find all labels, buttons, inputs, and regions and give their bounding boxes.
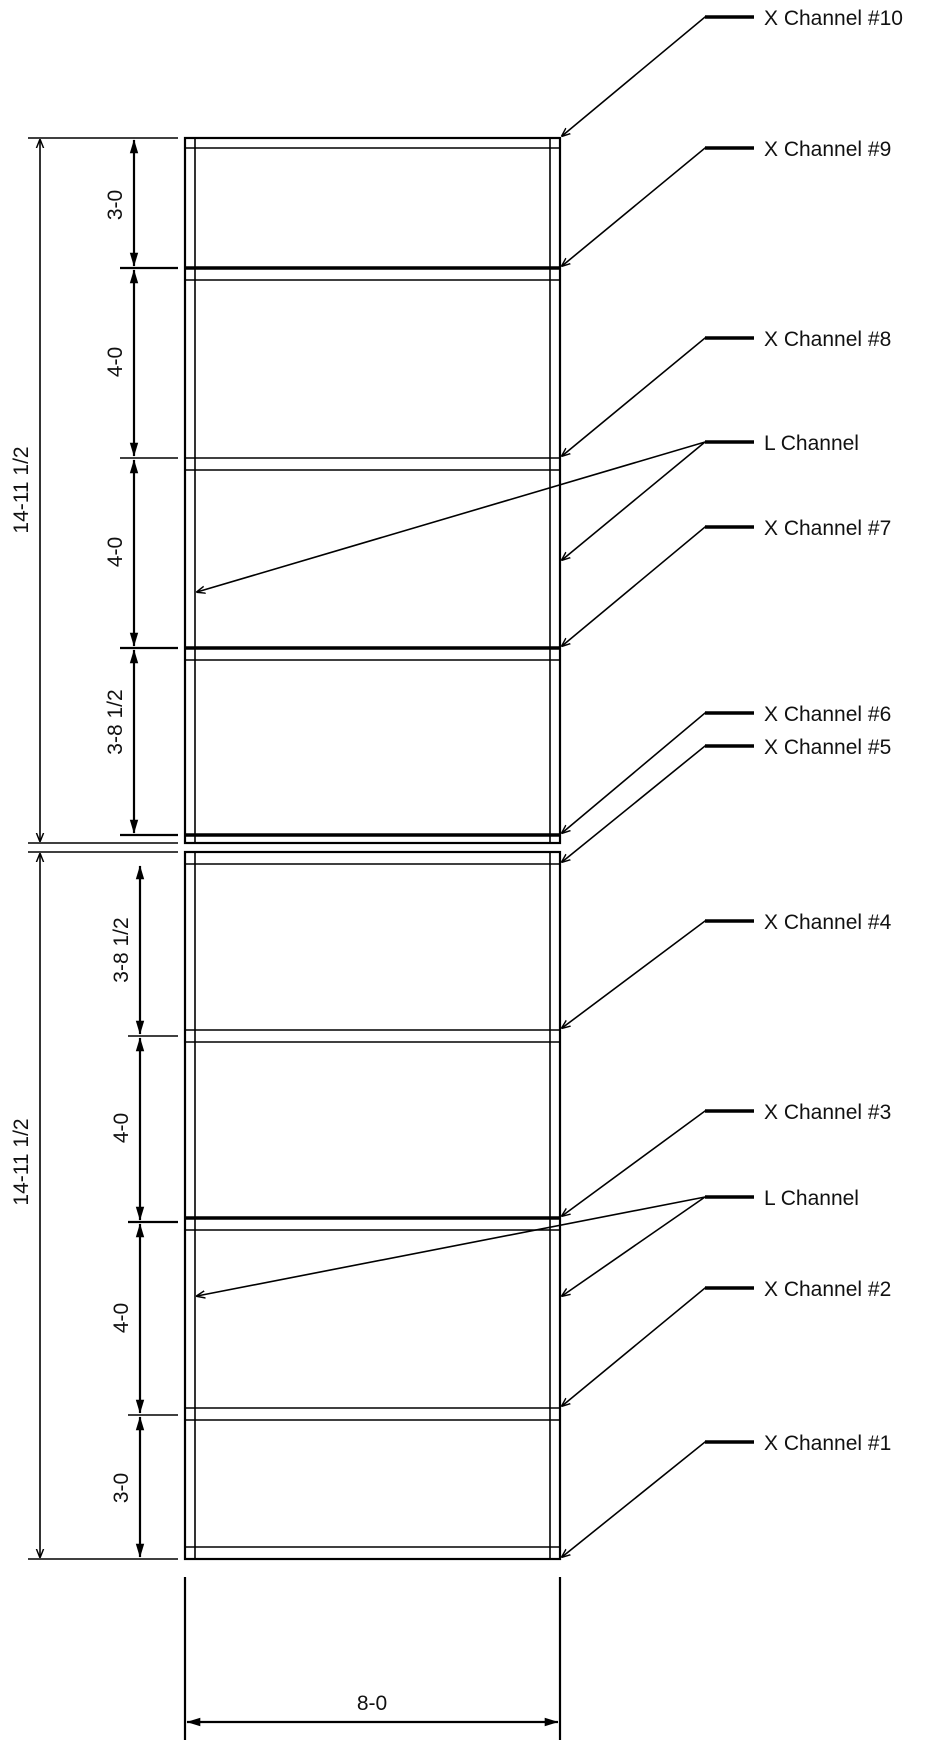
lower-panel-outline <box>183 850 562 1561</box>
callout-x-channel-8: X Channel #8 <box>764 328 891 351</box>
width-dimension <box>183 1577 562 1740</box>
leader-x6 <box>562 712 754 833</box>
callout-x-channel-4: X Channel #4 <box>764 911 892 934</box>
leader-l-upper-2 <box>562 441 706 560</box>
leader-l-lower-2 <box>562 1196 706 1296</box>
callout-x-channel-9: X Channel #9 <box>764 138 891 161</box>
callout-l-channel-lower: L Channel <box>764 1187 859 1210</box>
upper-panel <box>183 136 562 845</box>
leader-x10 <box>562 16 754 136</box>
upper-seg-2-label: 4-0 <box>104 347 127 377</box>
leader-l-upper-1 <box>197 441 754 592</box>
lower-panel <box>183 850 562 1561</box>
lower-seg-1-label: 3-8 1/2 <box>110 917 133 982</box>
overall-dimension-lines <box>28 137 178 1560</box>
lower-overall-dim-label: 14-11 1/2 <box>10 1118 33 1205</box>
leader-x7 <box>562 526 754 646</box>
segment-dimension-lines <box>120 139 178 1558</box>
leader-x5 <box>562 745 754 862</box>
callout-l-channel-upper: L Channel <box>764 432 859 455</box>
leader-x2 <box>562 1287 754 1406</box>
leader-x1 <box>562 1441 754 1557</box>
upper-panel-outline <box>183 136 562 845</box>
callout-x-channel-1: X Channel #1 <box>764 1432 891 1455</box>
callout-x-channel-7: X Channel #7 <box>764 517 891 540</box>
lower-seg-4-label: 3-0 <box>110 1473 133 1503</box>
upper-seg-4-label: 3-8 1/2 <box>104 689 127 754</box>
leader-x4 <box>562 920 754 1028</box>
leader-l-lower-1 <box>197 1196 754 1296</box>
leader-x3 <box>562 1110 754 1216</box>
lower-seg-3-label: 4-0 <box>110 1303 133 1333</box>
callout-x-channel-5: X Channel #5 <box>764 736 891 759</box>
leader-x9 <box>562 147 754 266</box>
callout-leaders <box>197 15 754 1557</box>
leader-x8 <box>562 337 754 456</box>
callout-x-channel-3: X Channel #3 <box>764 1101 891 1124</box>
callout-x-channel-2: X Channel #2 <box>764 1278 891 1301</box>
callout-x-channel-10: X Channel #10 <box>764 7 903 30</box>
lower-seg-2-label: 4-0 <box>110 1113 133 1143</box>
callout-labels: X Channel #10 X Channel #9 X Channel #8 … <box>764 7 903 1455</box>
width-dim-label: 8-0 <box>357 1692 387 1715</box>
upper-seg-1-label: 3-0 <box>104 190 127 220</box>
upper-seg-3-label: 4-0 <box>104 537 127 567</box>
callout-x-channel-6: X Channel #6 <box>764 703 891 726</box>
upper-overall-dim-label: 14-11 1/2 <box>10 446 33 533</box>
